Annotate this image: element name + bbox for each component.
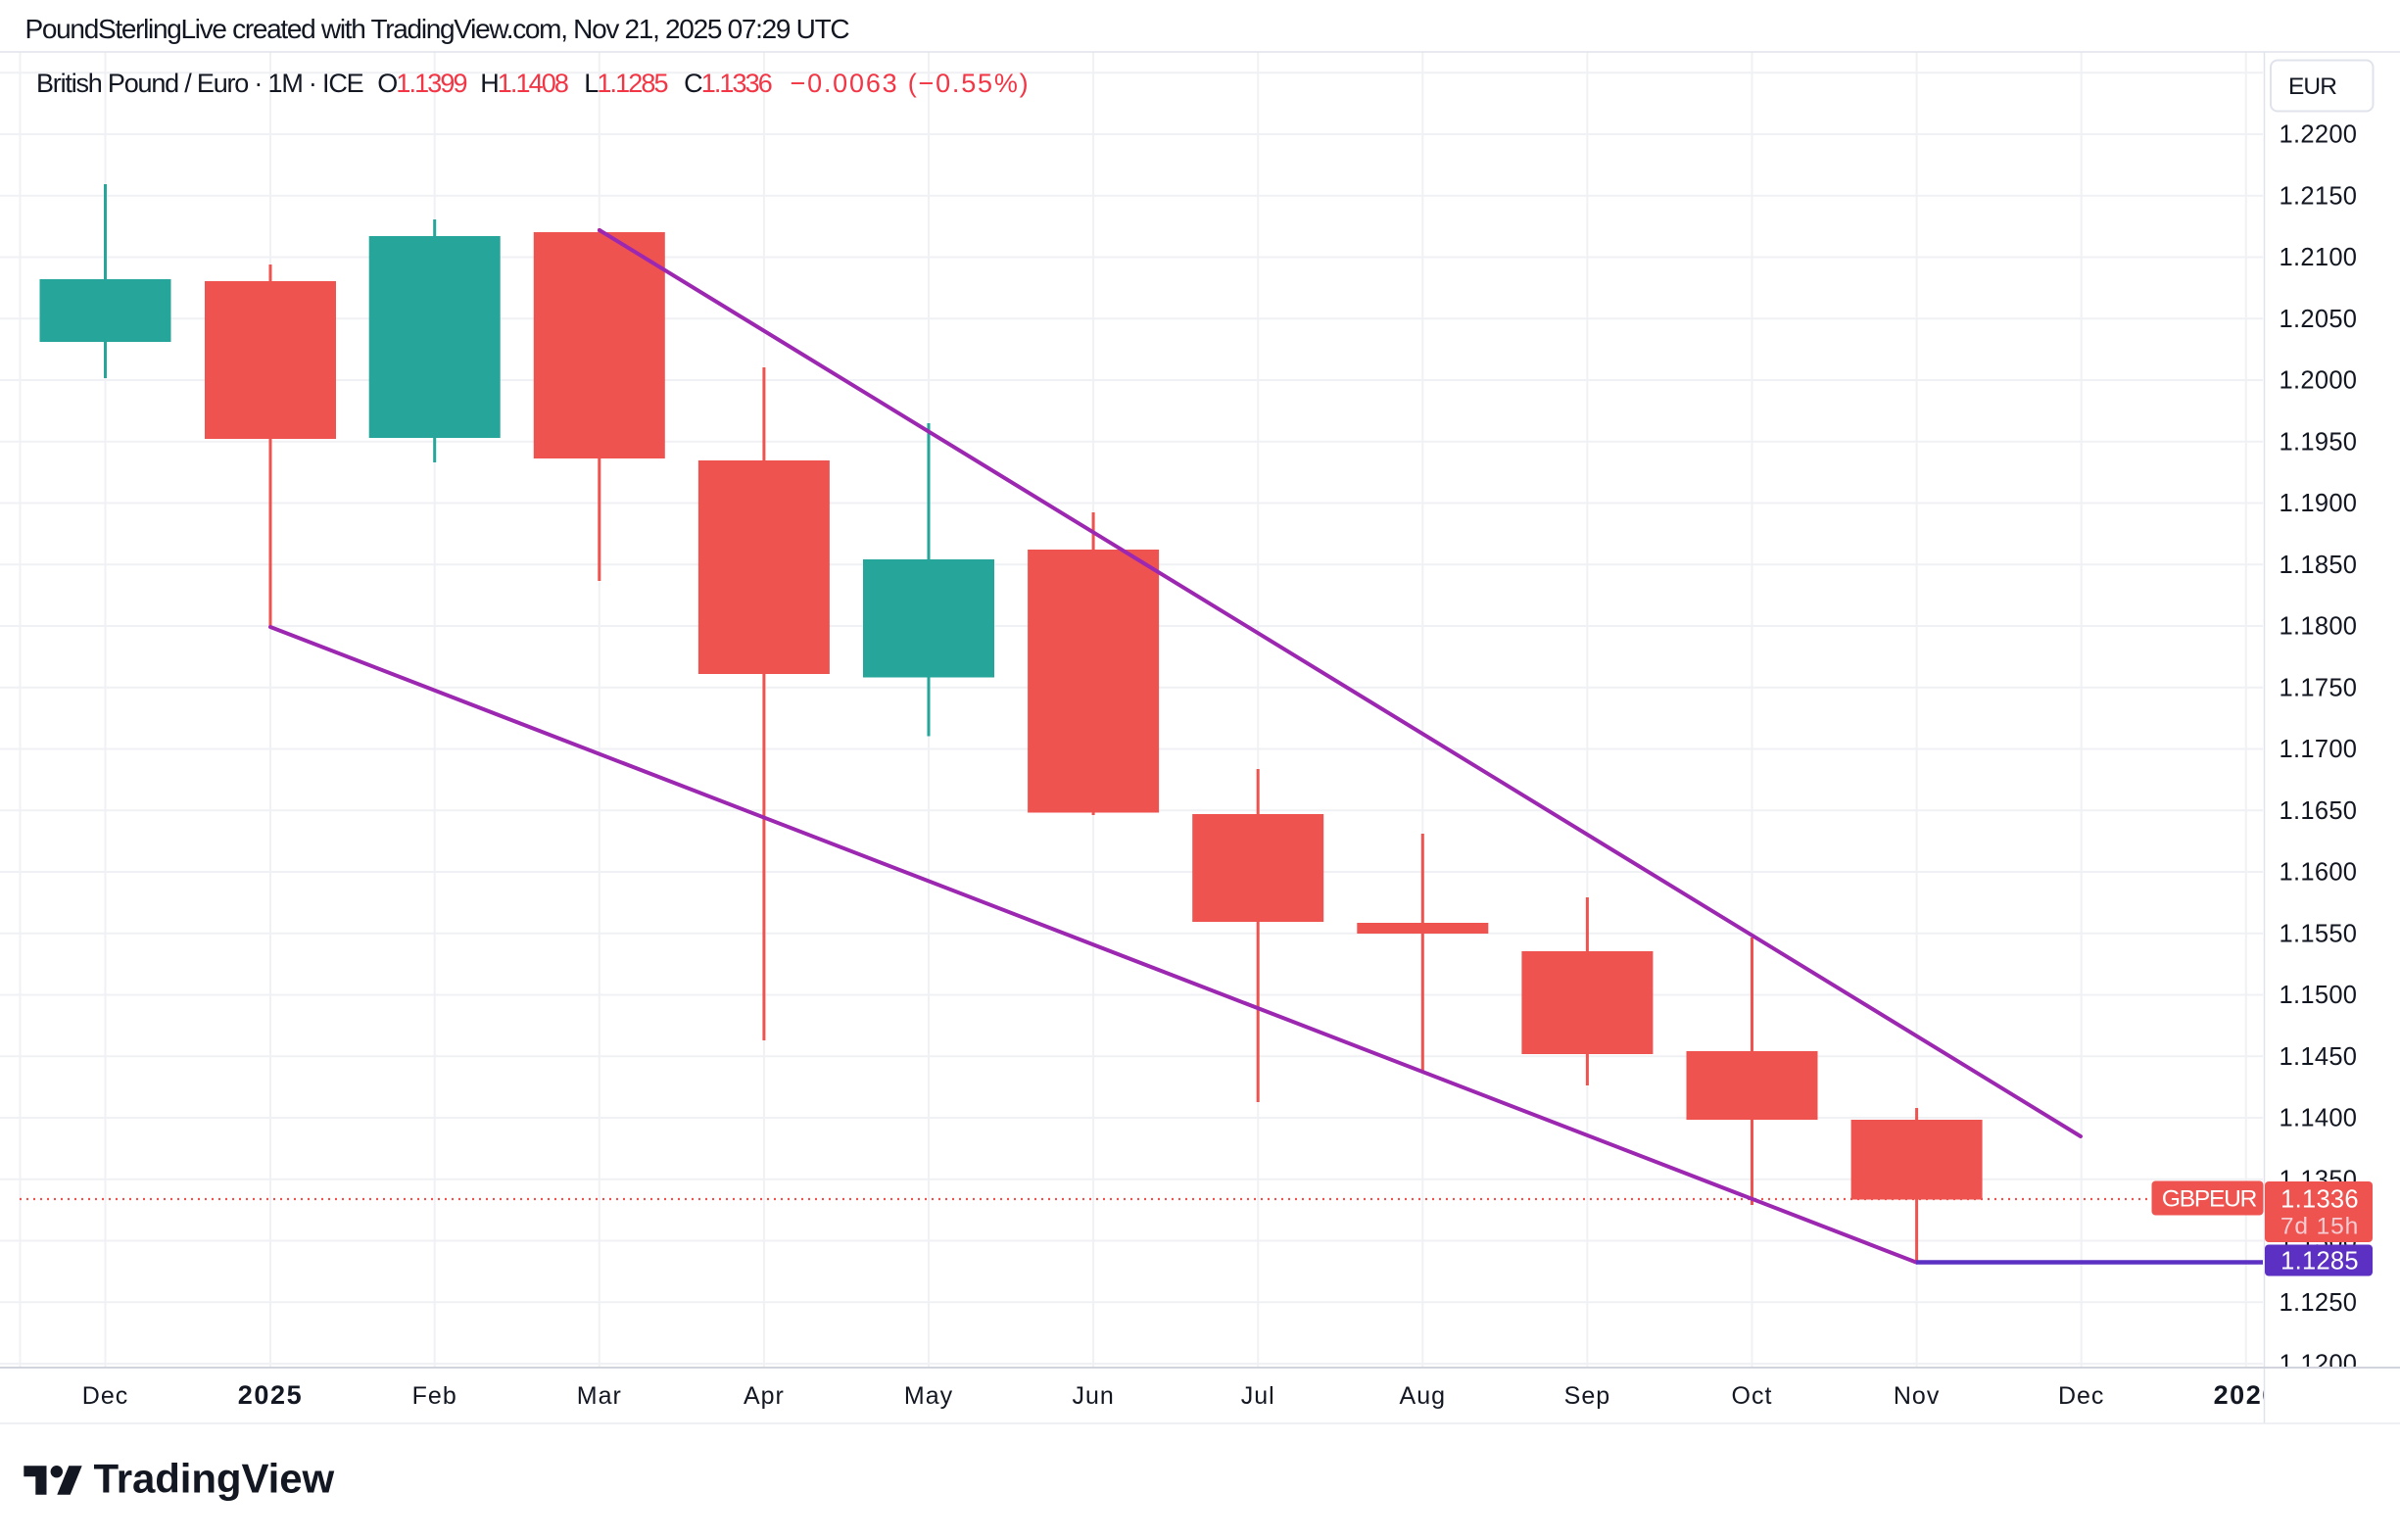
svg-text:1.1700: 1.1700	[2280, 736, 2358, 763]
svg-text:1.1400: 1.1400	[2280, 1105, 2358, 1132]
svg-text:1.2000: 1.2000	[2280, 367, 2358, 395]
svg-text:EUR: EUR	[2288, 73, 2336, 100]
svg-text:1.1550: 1.1550	[2280, 920, 2358, 947]
svg-text:L1.1285: L1.1285	[584, 69, 667, 98]
svg-text:1.1450: 1.1450	[2280, 1043, 2358, 1071]
svg-text:Dec: Dec	[2058, 1382, 2104, 1410]
svg-text:PoundSterlingLive created with: PoundSterlingLive created with TradingVi…	[25, 14, 850, 44]
svg-text:O1.1399: O1.1399	[377, 69, 466, 98]
svg-text:1.2100: 1.2100	[2280, 244, 2358, 271]
svg-text:1.1500: 1.1500	[2280, 982, 2358, 1009]
svg-text:British Pound / Euro · 1M · IC: British Pound / Euro · 1M · ICE	[36, 69, 363, 98]
svg-text:1.2200: 1.2200	[2280, 121, 2358, 149]
svg-text:TradingView: TradingView	[94, 1456, 335, 1502]
svg-text:1.1950: 1.1950	[2280, 428, 2358, 456]
svg-text:1.2150: 1.2150	[2280, 182, 2358, 210]
svg-text:C1.1336: C1.1336	[684, 69, 772, 98]
svg-text:7d 15h: 7d 15h	[2280, 1214, 2359, 1240]
svg-text:1.1800: 1.1800	[2280, 613, 2358, 641]
svg-text:1.1850: 1.1850	[2280, 552, 2358, 579]
svg-text:1.1336: 1.1336	[2280, 1185, 2359, 1213]
svg-text:−0.0063 (−0.55%): −0.0063 (−0.55%)	[791, 69, 1031, 98]
svg-text:Jun: Jun	[1072, 1382, 1114, 1410]
svg-text:GBPEUR: GBPEUR	[2162, 1186, 2257, 1213]
svg-text:1.1600: 1.1600	[2280, 859, 2358, 887]
svg-text:1.1650: 1.1650	[2280, 797, 2358, 825]
svg-text:1.1900: 1.1900	[2280, 490, 2358, 517]
svg-text:2026: 2026	[2214, 1380, 2279, 1410]
svg-text:May: May	[904, 1382, 953, 1410]
svg-text:2025: 2025	[238, 1380, 303, 1410]
svg-text:Feb: Feb	[412, 1382, 457, 1410]
svg-text:Oct: Oct	[1732, 1382, 1773, 1410]
svg-text:1.1200: 1.1200	[2280, 1351, 2358, 1378]
svg-text:Sep: Sep	[1564, 1382, 1610, 1410]
svg-text:1.1750: 1.1750	[2280, 674, 2358, 701]
svg-text:Dec: Dec	[82, 1382, 128, 1410]
svg-text:Nov: Nov	[1894, 1382, 1940, 1410]
svg-text:H1.1408: H1.1408	[480, 69, 568, 98]
svg-text:Aug: Aug	[1400, 1382, 1446, 1410]
svg-text:Jul: Jul	[1241, 1382, 1275, 1410]
svg-text:1.1285: 1.1285	[2280, 1247, 2359, 1275]
svg-text:1.1250: 1.1250	[2280, 1289, 2358, 1317]
svg-text:1.2050: 1.2050	[2280, 306, 2358, 333]
svg-text:Mar: Mar	[577, 1382, 622, 1410]
svg-text:Apr: Apr	[744, 1382, 785, 1410]
